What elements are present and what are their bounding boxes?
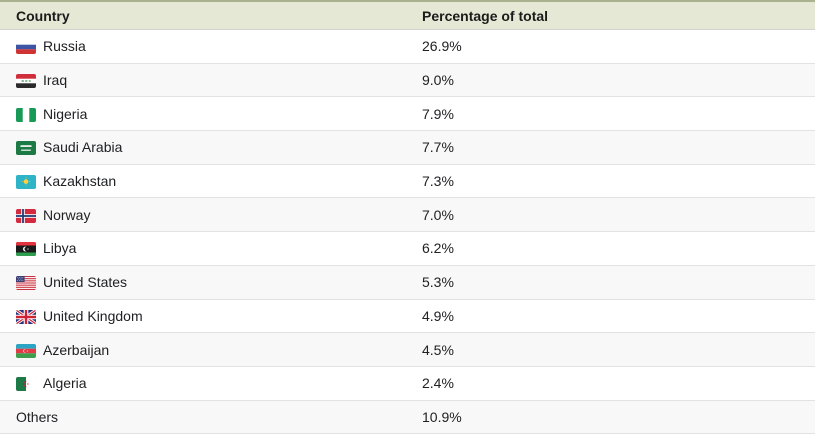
table-body: Russia 26.9% Iraq 9.0% Nigeria 7.9% Saud… bbox=[0, 30, 815, 435]
percentage-value: 7.0% bbox=[422, 206, 454, 223]
percentage-value: 6.2% bbox=[422, 240, 454, 257]
country-cell: Algeria bbox=[0, 375, 406, 392]
percentage-value: 5.3% bbox=[422, 274, 454, 291]
percentage-value: 4.5% bbox=[422, 341, 454, 358]
flag-kazakhstan-icon bbox=[16, 175, 36, 190]
country-cell: Nigeria bbox=[0, 106, 406, 122]
table-row: Kazakhstan 7.3% bbox=[0, 164, 815, 199]
column-header-country: Country bbox=[16, 7, 70, 24]
country-name: Saudi Arabia bbox=[43, 139, 123, 156]
country-cell: Azerbaijan bbox=[0, 342, 406, 358]
country-name: Others bbox=[16, 408, 59, 425]
country-cell: Norway bbox=[0, 207, 406, 223]
percentage-value: 9.0% bbox=[422, 72, 454, 89]
flag-russia-icon bbox=[16, 40, 36, 55]
country-name: Kazakhstan bbox=[43, 173, 117, 190]
country-name: Russia bbox=[43, 38, 86, 55]
percentage-value: 10.9% bbox=[422, 408, 462, 425]
percentage-value: 7.3% bbox=[422, 173, 454, 190]
table-row: Iraq 9.0% bbox=[0, 63, 815, 98]
flag-nigeria-icon bbox=[16, 107, 36, 122]
country-name: Libya bbox=[43, 240, 77, 257]
country-name: United Kingdom bbox=[43, 307, 143, 324]
flag-united-kingdom-icon bbox=[16, 309, 36, 324]
country-cell: Saudi Arabia bbox=[0, 139, 406, 156]
table-row: United States 5.3% bbox=[0, 265, 815, 300]
country-name: Nigeria bbox=[43, 105, 88, 122]
flag-united-states-icon bbox=[16, 276, 36, 291]
flag-libya-icon bbox=[16, 242, 36, 257]
flag-norway-icon bbox=[16, 208, 36, 223]
flag-iraq-icon bbox=[16, 74, 36, 89]
column-header-percentage: Percentage of total bbox=[422, 7, 549, 24]
flag-algeria-icon bbox=[16, 377, 36, 392]
table-row: Others 10.9% bbox=[0, 400, 815, 435]
percentage-value: 2.4% bbox=[422, 375, 454, 392]
table-row: Norway 7.0% bbox=[0, 198, 815, 233]
country-cell: United States bbox=[0, 274, 406, 291]
table-row: Algeria 2.4% bbox=[0, 366, 815, 401]
percentage-value: 26.9% bbox=[422, 38, 462, 55]
flag-saudi-arabia-icon bbox=[16, 141, 36, 156]
country-cell: Russia bbox=[0, 38, 406, 55]
flag-azerbaijan-icon bbox=[16, 343, 36, 358]
country-cell: Iraq bbox=[0, 72, 406, 89]
table-row: Russia 26.9% bbox=[0, 30, 815, 64]
country-cell: Libya bbox=[0, 240, 406, 257]
percentage-value: 7.7% bbox=[422, 139, 454, 156]
table-row: United Kingdom 4.9% bbox=[0, 299, 815, 334]
country-name: Algeria bbox=[43, 375, 87, 392]
country-cell: Kazakhstan bbox=[0, 173, 406, 190]
country-name: United States bbox=[43, 274, 128, 291]
country-cell: Others bbox=[0, 409, 406, 425]
percentage-value: 7.9% bbox=[422, 105, 454, 122]
table-row: Nigeria 7.9% bbox=[0, 97, 815, 132]
table-row: Saudi Arabia 7.7% bbox=[0, 131, 815, 165]
table-row: Azerbaijan 4.5% bbox=[0, 333, 815, 367]
country-name: Norway bbox=[43, 206, 91, 223]
table-row: Libya 6.2% bbox=[0, 232, 815, 266]
table-header-row: Country Percentage of total bbox=[0, 0, 815, 30]
percentage-value: 4.9% bbox=[422, 307, 454, 324]
country-name: Iraq bbox=[43, 72, 68, 89]
country-name: Azerbaijan bbox=[43, 341, 110, 358]
country-cell: United Kingdom bbox=[0, 308, 406, 324]
